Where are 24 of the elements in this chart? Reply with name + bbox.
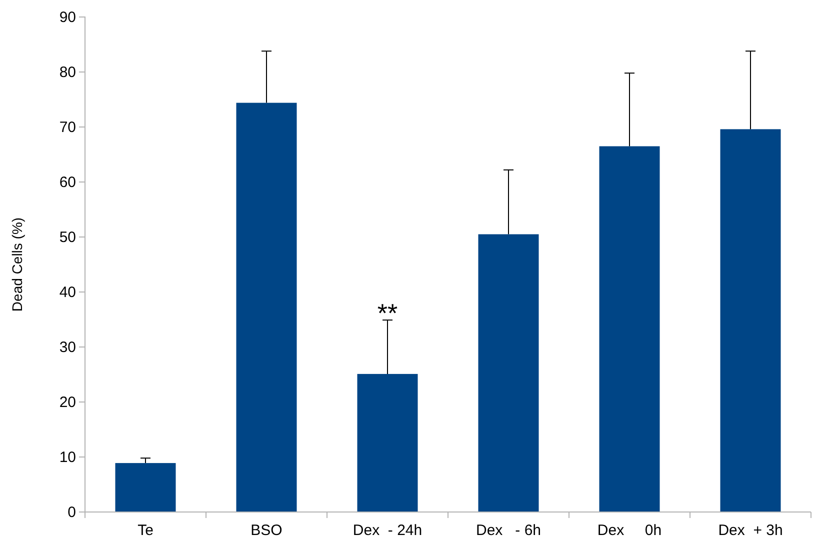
y-tick-label: 90 xyxy=(59,8,76,26)
x-tick-label: Dex + 3h xyxy=(718,522,783,539)
x-tick-label: Dex - 24h xyxy=(352,522,422,539)
y-tick-label: 20 xyxy=(59,394,76,411)
x-tick-label: Dex 0h xyxy=(597,522,662,539)
x-tick-label: BSO xyxy=(250,522,282,539)
y-tick-label: 60 xyxy=(59,174,76,191)
bar xyxy=(478,234,539,512)
bar xyxy=(357,374,418,512)
y-tick-label: 80 xyxy=(59,64,76,81)
bar xyxy=(720,129,781,512)
bar xyxy=(236,102,297,512)
x-tick-label: Te xyxy=(138,522,154,539)
y-tick-label: 30 xyxy=(59,338,76,356)
y-tick-label: 70 xyxy=(59,118,76,136)
y-tick-label: 0 xyxy=(68,504,76,521)
bar xyxy=(115,463,176,512)
y-tick-label: 10 xyxy=(59,448,76,466)
y-axis-title: Dead Cells (%) xyxy=(9,217,25,312)
y-tick-label: 50 xyxy=(59,228,76,246)
y-tick-label: 40 xyxy=(59,284,76,301)
bar xyxy=(599,146,660,512)
x-tick-label: Dex - 6h xyxy=(476,522,542,539)
annotation: ** xyxy=(377,298,398,328)
